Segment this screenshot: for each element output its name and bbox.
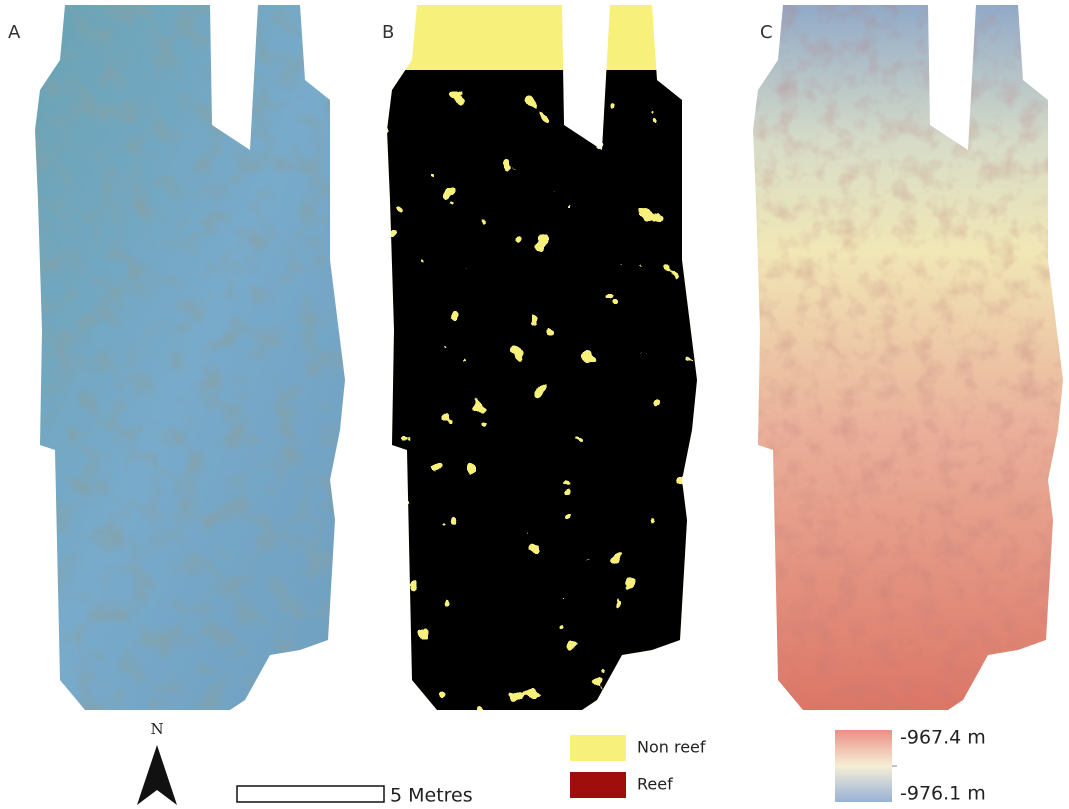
- panel-label: B: [382, 22, 394, 43]
- figure: A B C N 5 Metres Non reef Reef -967.4 m …: [0, 0, 1069, 809]
- scale-bar: [237, 786, 384, 802]
- color-bar: [835, 730, 892, 802]
- scale-label: 5 Metres: [390, 785, 473, 807]
- color-min-label: -976.1 m: [900, 783, 986, 805]
- panel-label: C: [760, 22, 773, 43]
- legend-label: Non reef: [637, 738, 706, 757]
- north-label: N: [150, 720, 163, 738]
- panel-b-image: [382, 0, 702, 715]
- legend-swatch: [570, 772, 626, 798]
- panel-label: A: [8, 22, 21, 43]
- color-max-label: -967.4 m: [900, 727, 986, 749]
- legend-label: Reef: [637, 775, 673, 794]
- north-arrow: [137, 745, 177, 805]
- panel-c-image: [748, 0, 1068, 715]
- legend-swatch: [570, 735, 626, 761]
- panel-a-image: [30, 0, 350, 715]
